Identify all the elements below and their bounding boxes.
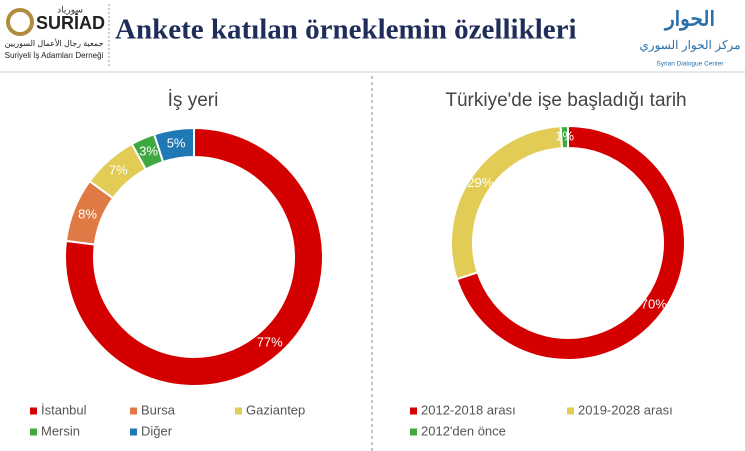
legend-swatch [30,428,37,436]
logo-subtitle: Suriyeli İş Adamları Derneği [5,51,104,60]
data-label: 70% [641,297,667,312]
data-label: 7% [109,163,128,178]
data-label: 5% [167,135,186,150]
legend-swatch [567,407,574,415]
data-label: 77% [257,334,283,349]
data-label: 1% [555,128,574,143]
legend-swatch [130,407,137,415]
legend-swatch [410,407,417,415]
legend-label: Gaziantep [246,402,305,417]
data-label: 29% [467,175,493,190]
donut-slice [152,126,195,164]
data-label: 3% [139,143,158,158]
legend-label: Bursa [141,402,176,417]
legend-label: 2012-2018 arası [421,402,516,417]
donut-slice [64,126,324,387]
donut-slice [455,124,686,361]
legend-label: 2019-2028 arası [578,402,673,417]
donut-slice [559,124,569,150]
legend-label: Mersin [41,423,80,438]
right-logo: الحوار مركز الحوار السوري Syrian Dialogu… [639,8,740,67]
legend-swatch [130,428,137,436]
legend-label: İstanbul [41,402,87,417]
logo-arabic-name: الحوار [663,8,715,31]
logo-emblem [6,8,34,36]
legend-swatch [235,407,242,415]
legend-label: Diğer [141,423,173,438]
left-logo: سورياد SURİAD جمعية رجال الأعمال السوريي… [5,4,105,60]
slide-title: Ankete katılan örneklemin özellikleri [115,14,577,46]
data-label: 8% [78,206,97,221]
legend-swatch [30,407,37,415]
logo-arabic-subtitle: مركز الحوار السوري [639,38,740,52]
logo-subtitle: Syrian Dialogue Center [656,61,724,68]
logo-name: SURİAD [36,13,105,33]
chart-title: İş yeri [168,90,219,111]
logo-arabic-name: سورياد [57,4,83,15]
legend-label: 2012'den önce [421,423,506,438]
legend-swatch [410,428,417,436]
logo-arabic-subtitle: جمعية رجال الأعمال السوريين [5,38,104,48]
chart-title: Türkiye'de işe başladığı tarih [445,90,686,111]
